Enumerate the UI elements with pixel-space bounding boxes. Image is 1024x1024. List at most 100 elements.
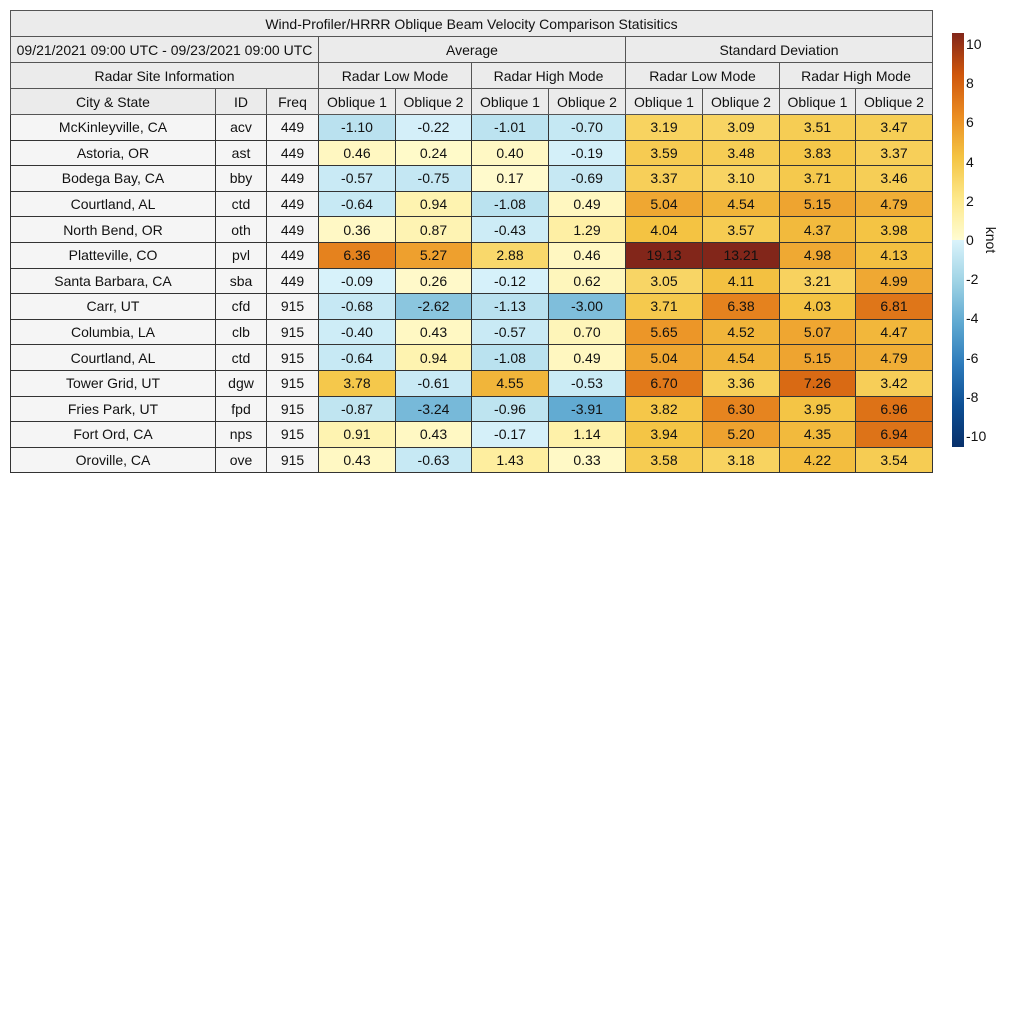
colorbar-tick-label: 10 <box>966 36 982 52</box>
city-cell: Fries Park, UT <box>10 395 216 423</box>
id-cell: sba <box>215 267 267 295</box>
freq-cell: 915 <box>266 318 319 346</box>
table-title: Wind-Profiler/HRRR Oblique Beam Velocity… <box>10 10 933 37</box>
id-cell: cfd <box>215 293 267 320</box>
id-cell: ctd <box>215 190 267 218</box>
std-dev-cell: 6.38 <box>702 293 780 320</box>
average-cell: -0.75 <box>395 165 472 192</box>
std-dev-cell: 3.98 <box>855 216 933 243</box>
table-row: Bodega Bay, CA bby 449 -0.57 -0.75 0.17 -0.69 3… <box>10 165 933 192</box>
std-dev-cell: 3.37 <box>855 139 933 167</box>
mode-header: Radar High Mode <box>779 62 933 89</box>
id-cell: pvl <box>215 241 267 269</box>
std-dev-cell: 3.59 <box>625 139 703 167</box>
std-dev-cell: 5.04 <box>625 344 703 371</box>
average-cell: -0.63 <box>395 446 472 474</box>
freq-cell: 449 <box>266 267 319 295</box>
freq-cell: 449 <box>266 139 319 167</box>
city-cell: Oroville, CA <box>10 446 216 474</box>
average-cell: -0.09 <box>318 267 396 295</box>
average-cell: -0.19 <box>548 139 626 167</box>
std-dev-cell: 5.65 <box>625 318 703 346</box>
id-cell: fpd <box>215 395 267 423</box>
average-cell: -0.64 <box>318 190 396 218</box>
colorbar-tick-label: -10 <box>966 428 987 444</box>
std-dev-cell: 3.42 <box>855 369 933 397</box>
id-cell: dgw <box>215 369 267 397</box>
average-cell: 0.46 <box>548 241 626 269</box>
average-cell: 0.46 <box>318 139 396 167</box>
average-cell: 0.43 <box>395 421 472 448</box>
std-dev-cell: 4.98 <box>779 241 856 269</box>
colorbar-tick-label: 6 <box>966 114 974 131</box>
std-dev-cell: 4.99 <box>855 267 933 295</box>
table-row: Courtland, AL ctd 449 -0.64 0.94 -1.08 0.49 5.0… <box>10 190 933 218</box>
table-row: Santa Barbara, CA sba 449 -0.09 0.26 -0.12 0.6… <box>10 267 933 295</box>
colorbar-tick-label: 8 <box>966 75 974 92</box>
average-cell: 0.94 <box>395 344 472 371</box>
city-cell: Columbia, LA <box>10 318 216 346</box>
average-cell: 6.36 <box>318 241 396 269</box>
average-cell: 5.27 <box>395 241 472 269</box>
freq-cell: 915 <box>266 344 319 371</box>
table-row: Fort Ord, CA nps 915 0.91 0.43 -0.17 1.14 3.94 5… <box>10 421 933 448</box>
std-dev-cell: 3.18 <box>702 446 780 474</box>
average-cell: -0.53 <box>548 369 626 397</box>
freq-cell: 449 <box>266 216 319 243</box>
average-cell: 0.36 <box>318 216 396 243</box>
average-cell: 3.78 <box>318 369 396 397</box>
average-cell: 1.29 <box>548 216 626 243</box>
std-dev-cell: 5.04 <box>625 190 703 218</box>
table-row: Columbia, LA clb 915 -0.40 0.43 -0.57 0.70 5.65… <box>10 318 933 346</box>
freq-cell: 915 <box>266 293 319 320</box>
colorbar-tick-label: -8 <box>966 388 979 405</box>
std-dev-cell: 3.46 <box>855 165 933 192</box>
std-dev-cell: 3.36 <box>702 369 780 397</box>
table-row: Oroville, CA ove 915 0.43 -0.63 1.43 0.33 3.58 3… <box>10 446 933 474</box>
average-cell: 0.70 <box>548 318 626 346</box>
std-dev-cell: 5.20 <box>702 421 780 448</box>
average-cell: -0.43 <box>471 216 549 243</box>
average-cell: 1.43 <box>471 446 549 474</box>
average-cell: 1.14 <box>548 421 626 448</box>
city-cell: Bodega Bay, CA <box>10 165 216 192</box>
freq-cell: 915 <box>266 446 319 474</box>
city-cell: Courtland, AL <box>10 344 216 371</box>
date-range: 09/21/2021 09:00 UTC - 09/23/2021 09:00 … <box>10 36 319 63</box>
average-cell: -0.22 <box>395 114 472 141</box>
colorbar-gradient <box>952 33 964 447</box>
std-dev-cell: 6.94 <box>855 421 933 448</box>
average-cell: -0.70 <box>548 114 626 141</box>
std-dev-cell: 3.94 <box>625 421 703 448</box>
average-cell: -3.00 <box>548 293 626 320</box>
std-dev-cell: 4.79 <box>855 190 933 218</box>
mode-header: Radar High Mode <box>471 62 626 89</box>
average-cell: -1.13 <box>471 293 549 320</box>
column-header: Oblique 1 <box>471 88 549 115</box>
colorbar-tick-label: 0 <box>966 232 974 248</box>
std-dev-cell: 3.54 <box>855 446 933 474</box>
average-cell: -0.68 <box>318 293 396 320</box>
freq-cell: 449 <box>266 190 319 218</box>
freq-cell: 915 <box>266 421 319 448</box>
std-dev-cell: 7.26 <box>779 369 856 397</box>
mode-header: Radar Low Mode <box>625 62 780 89</box>
average-cell: -3.24 <box>395 395 472 423</box>
std-dev-cell: 3.58 <box>625 446 703 474</box>
freq-cell: 449 <box>266 114 319 141</box>
average-cell: 0.62 <box>548 267 626 295</box>
mode-header: Radar Low Mode <box>318 62 472 89</box>
column-header: Oblique 1 <box>625 88 703 115</box>
std-dev-cell: 4.52 <box>702 318 780 346</box>
average-cell: -0.64 <box>318 344 396 371</box>
id-cell: acv <box>215 114 267 141</box>
average-cell: 0.87 <box>395 216 472 243</box>
std-dev-cell: 3.95 <box>779 395 856 423</box>
group-std-dev: Standard Deviation <box>625 36 933 63</box>
std-dev-cell: 3.05 <box>625 267 703 295</box>
column-header: Oblique 2 <box>702 88 780 115</box>
std-dev-cell: 3.48 <box>702 139 780 167</box>
std-dev-cell: 3.47 <box>855 114 933 141</box>
std-dev-cell: 4.54 <box>702 190 780 218</box>
city-cell: McKinleyville, CA <box>10 114 216 141</box>
